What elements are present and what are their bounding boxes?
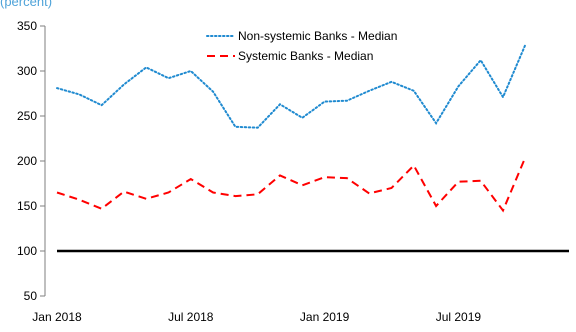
unit-label: (percent) <box>0 0 53 9</box>
y-tick-label: 50 <box>24 289 38 303</box>
x-tick-label: Jan 2019 <box>300 310 350 324</box>
series-line-non-systemic <box>56 43 527 129</box>
x-tick-label: Jul 2019 <box>436 310 482 324</box>
y-tick-label: 150 <box>17 199 37 213</box>
series-line-systemic <box>56 157 527 213</box>
y-tick-label: 100 <box>17 244 37 258</box>
x-tick-label: Jul 2018 <box>168 310 214 324</box>
y-tick-label: 200 <box>17 154 37 168</box>
y-tick-label: 350 <box>17 19 37 33</box>
y-tick-label: 300 <box>17 64 37 78</box>
x-tick-label: Jan 2018 <box>32 310 82 324</box>
legend-label: Non-systemic Banks - Median <box>238 29 397 43</box>
legend-label: Systemic Banks - Median <box>238 49 373 63</box>
y-tick-label: 250 <box>17 109 37 123</box>
